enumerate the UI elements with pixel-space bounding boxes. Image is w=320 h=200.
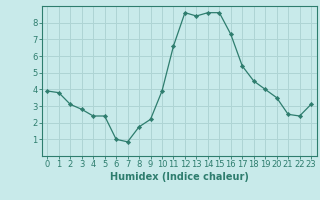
X-axis label: Humidex (Indice chaleur): Humidex (Indice chaleur) [110,172,249,182]
